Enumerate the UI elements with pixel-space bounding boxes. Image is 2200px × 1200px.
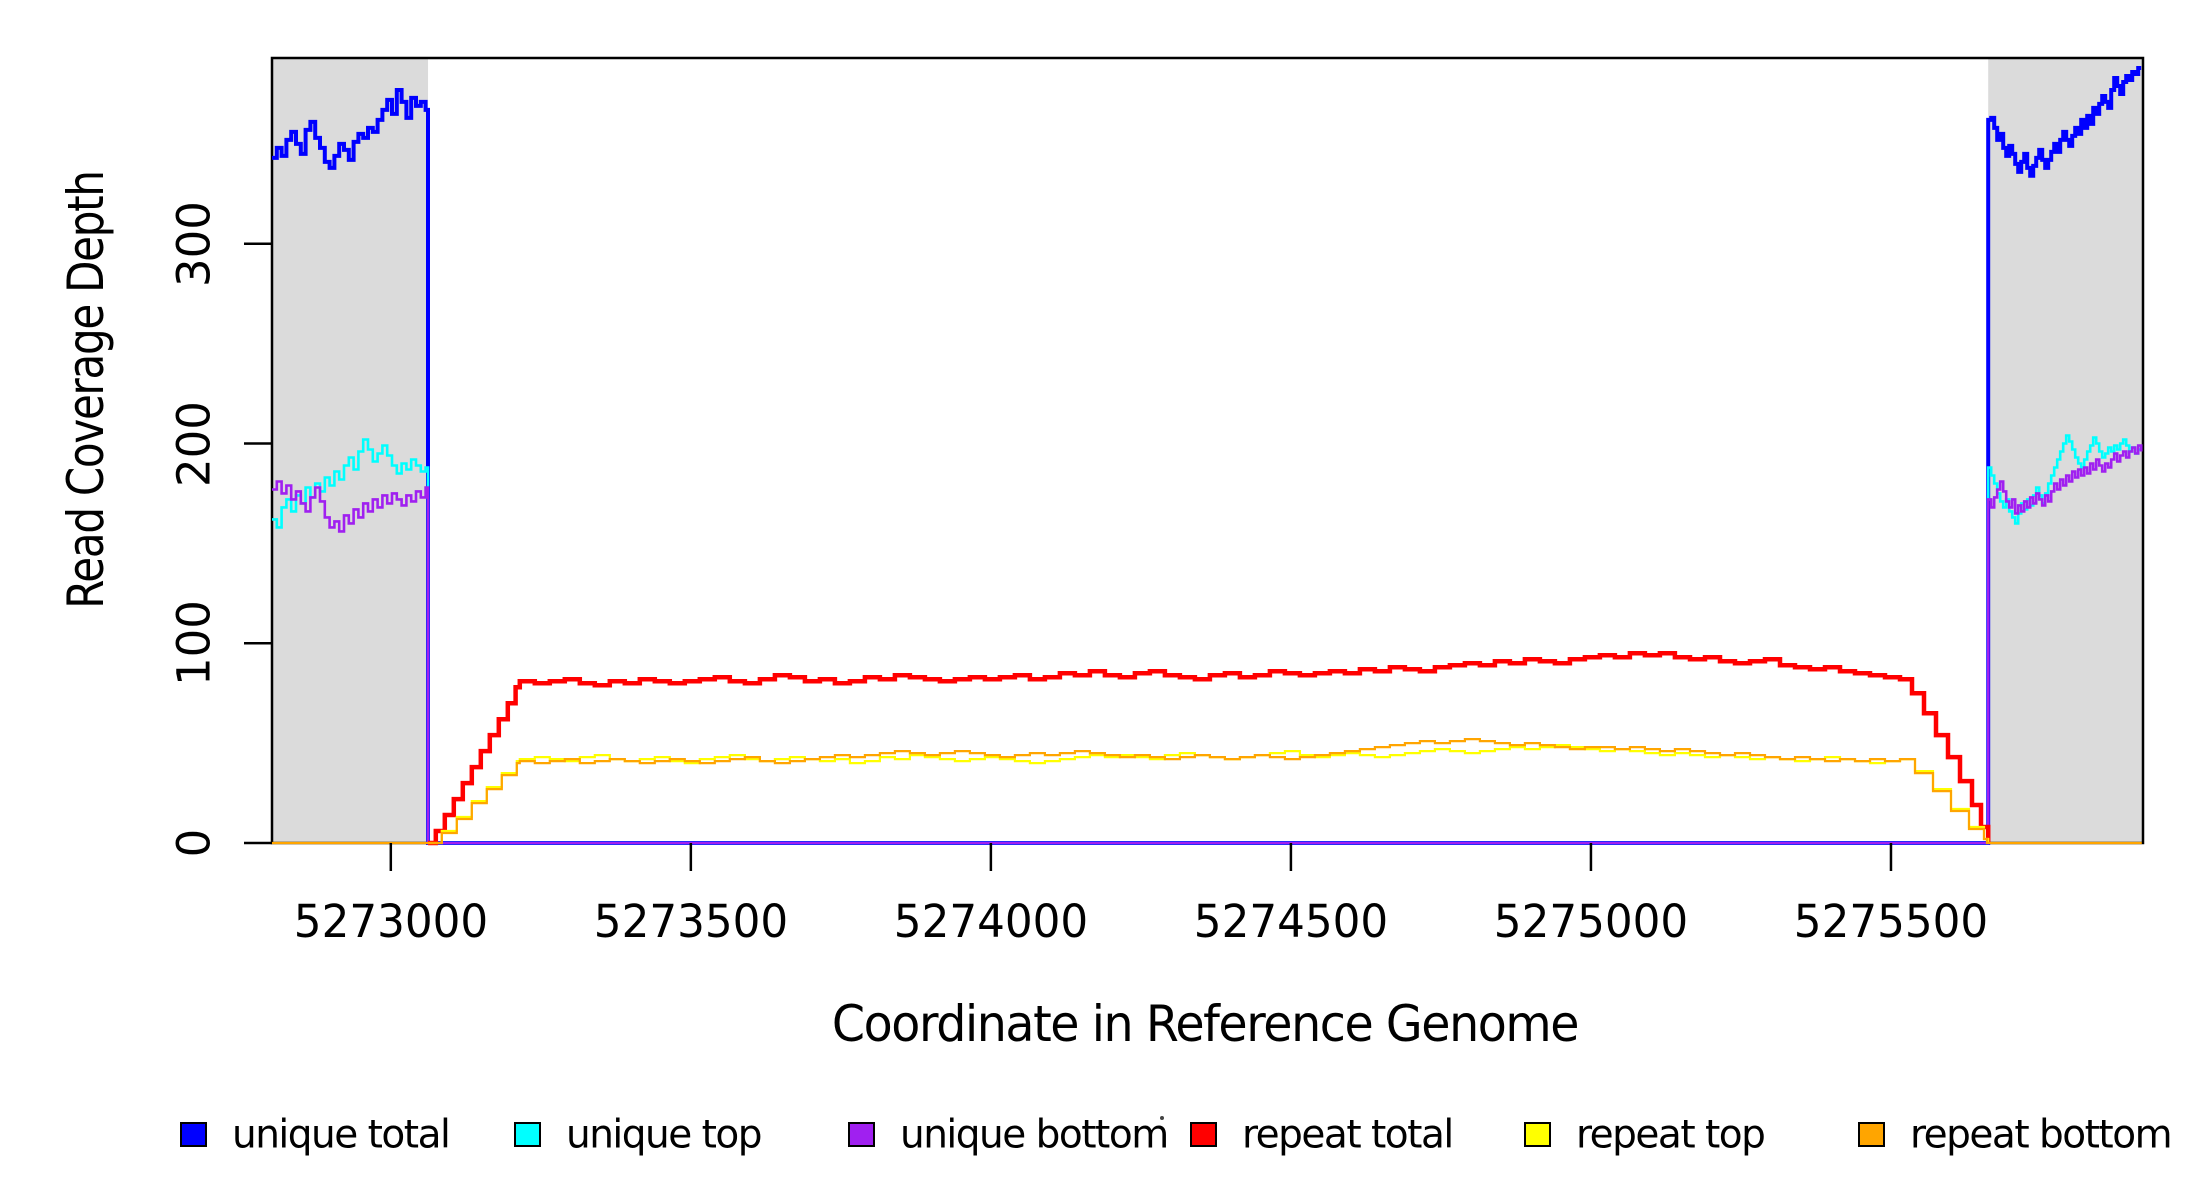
- y-tick-label: 0: [167, 828, 221, 858]
- y-axis-title: Read Coverage Depth: [57, 171, 115, 609]
- legend-swatch-icon: [848, 1122, 875, 1147]
- series-unique-bottom: [272, 444, 2143, 845]
- y-tick-label: 200: [167, 400, 221, 487]
- legend-swatch-icon: [1858, 1122, 1885, 1147]
- legend-swatch-icon: [514, 1122, 541, 1147]
- x-tick-label: 5273500: [593, 895, 789, 948]
- x-tick-label: 5275000: [1493, 895, 1689, 948]
- x-tick-label: 5274000: [893, 895, 1089, 948]
- series-unique-top: [272, 434, 2143, 845]
- x-tick-label: 5274500: [1193, 895, 1389, 948]
- legend-label: repeat total: [1242, 1112, 1454, 1158]
- legend-label: repeat top: [1576, 1112, 1766, 1158]
- legend-swatch-icon: [1524, 1122, 1551, 1147]
- legend-label: repeat bottom: [1910, 1112, 2173, 1158]
- x-tick-label: 5273000: [293, 895, 489, 948]
- series-repeat-total: [428, 650, 1991, 846]
- legend-label: unique total: [232, 1112, 451, 1158]
- plot-frame: [270, 56, 2145, 845]
- series-unique-total: [272, 66, 2142, 845]
- y-tick-label: 100: [167, 600, 221, 687]
- legend-label: unique top: [566, 1112, 763, 1158]
- legend-label: unique bottom: [900, 1112, 1169, 1158]
- x-axis-title: Coordinate in Reference Genome: [831, 995, 1580, 1053]
- stray-dot-artifact: [1160, 1116, 1164, 1120]
- y-tick-label: 300: [167, 200, 221, 287]
- shaded-region-0: [272, 58, 429, 843]
- legend-swatch-icon: [180, 1122, 207, 1147]
- series-repeat-top: [428, 744, 1990, 845]
- legend-swatch-icon: [1190, 1122, 1217, 1147]
- series-repeat-bottom: [272, 738, 2142, 845]
- x-tick-label: 5275500: [1793, 895, 1989, 948]
